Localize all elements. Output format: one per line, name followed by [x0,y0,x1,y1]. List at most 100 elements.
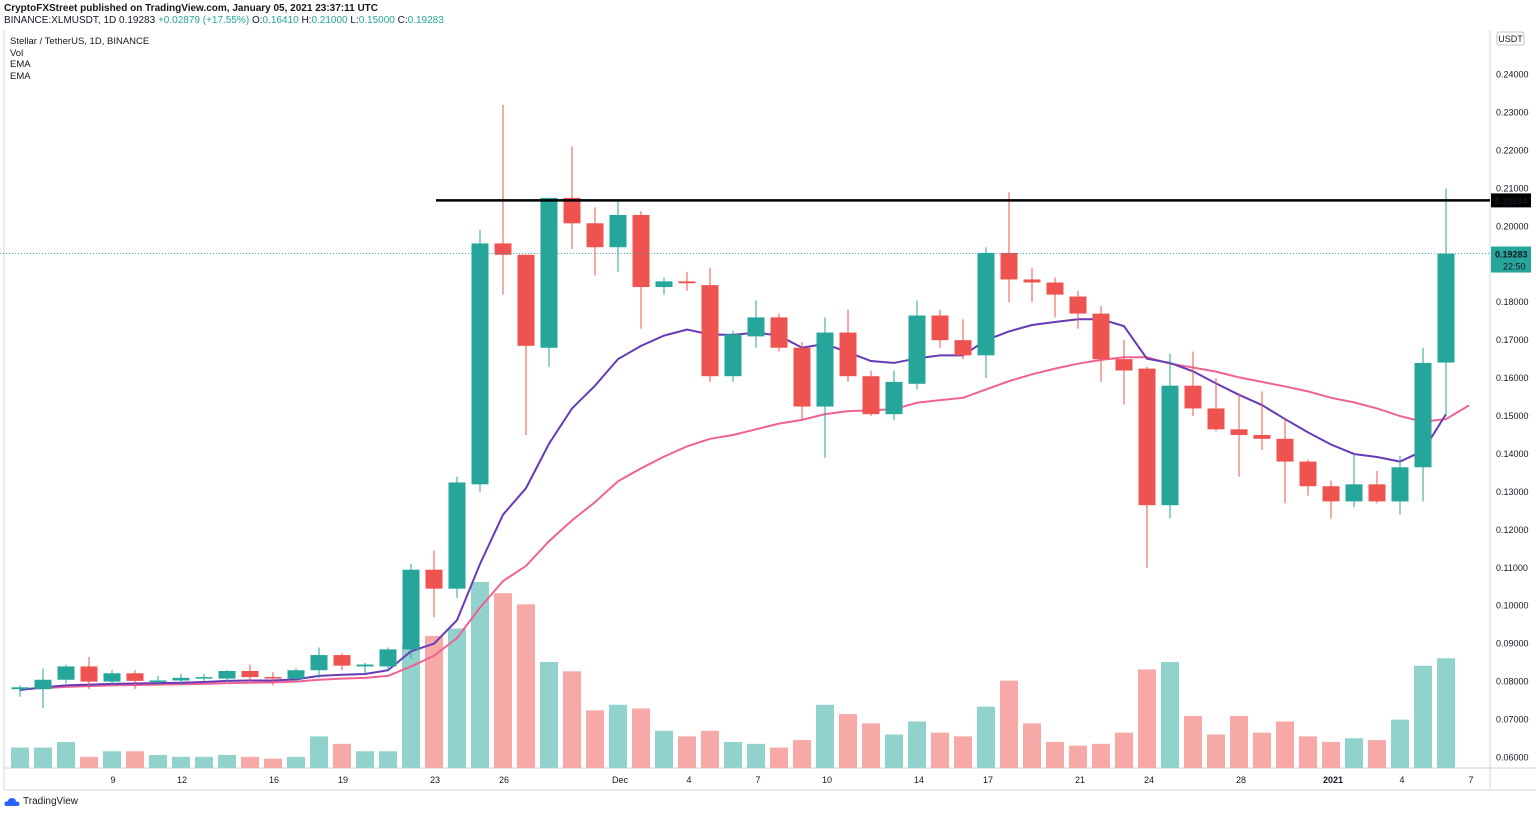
resistance-price-tag [1491,193,1531,208]
open-label: O: [251,15,263,26]
candle-body [126,673,144,681]
candle-body [402,569,420,650]
currency-badge [1496,31,1525,46]
candle-body [103,673,121,682]
resistance-price-label: 0.20684 [1495,196,1528,206]
legend-ema-fast[interactable]: EMA [10,59,31,70]
volume-bar [264,758,282,768]
volume-bar [11,747,29,768]
candle-body [678,281,696,284]
x-tick-label: 28 [1236,775,1246,785]
tradingview-logo[interactable]: TradingView [4,796,78,807]
y-tick-label: 0.24000 [1496,70,1529,80]
candle-body [356,664,374,667]
volume-bar [540,661,558,768]
tradingview-brand: TradingView [23,796,79,807]
volume-bar [1437,658,1455,768]
low-value: 0.15000 [358,15,395,26]
volume-bar [1092,743,1110,768]
volume-bar [977,706,995,768]
volume-bar [1391,719,1409,768]
volume-bar [471,582,489,768]
volume-bar [1069,745,1087,768]
volume-bar [678,736,696,768]
volume-bar [57,741,75,768]
candle-body [540,197,558,348]
volume-bar [149,754,167,768]
legend-volume[interactable]: Vol [10,47,24,59]
x-tick-label: 10 [822,775,832,785]
volume-bar [954,736,972,768]
tradingview-cloud-icon [4,797,20,806]
volume-bar [655,730,673,768]
candle-body [655,281,673,288]
last-price: 0.19283 [119,15,156,26]
legend-title[interactable]: Stellar / TetherUS, 1D, BINANCE [10,36,150,47]
legend-ema-slow[interactable]: EMA [10,70,31,82]
volume-bar [1207,734,1225,768]
candle-body [494,243,512,255]
candle-body [287,670,305,679]
publisher-text: CryptoFXStreet published on TradingView.… [4,3,379,14]
candle-body [862,376,880,415]
candle-body [609,214,627,248]
price-change: +0.02879 (+17.55%) [157,15,250,26]
candle-body [517,254,535,346]
volume-bar [34,747,52,768]
volume-bar [563,671,581,768]
x-tick-label: 26 [499,775,509,785]
y-tick-label: 0.17000 [1496,335,1529,345]
x-tick-label: 7 [755,775,760,785]
candle-body [471,243,489,485]
volume-bar [586,710,604,768]
candle-body [1368,484,1386,502]
volume-bar [816,704,834,768]
y-tick-label: 0.20000 [1496,221,1529,231]
x-tick-label: 4 [686,775,691,785]
y-tick-label: 0.12000 [1496,525,1529,535]
volume-bar [1023,723,1041,768]
close-label: C: [397,15,408,26]
candle-body [1092,313,1110,360]
time-axis[interactable]: 9 12 16 19 23 26 Dec 4 7 10 14 17 21 24 28 2021 4 7 [110,775,1473,785]
x-tick-label: 14 [914,775,924,785]
volume-bar [701,730,719,768]
candles [11,104,1455,709]
ema-slow-line [19,356,1470,691]
volume-bar [517,604,535,768]
candle-body [1161,385,1179,506]
candle-body [1276,438,1294,462]
price-axis[interactable]: 0.06000 0.07000 0.08000 0.09000 0.10000 0.110… [1496,70,1529,763]
y-tick-label: 0.16000 [1496,373,1529,383]
x-tick-label: 24 [1144,775,1154,785]
volume-bar [126,751,144,768]
volume-bar [379,751,397,768]
volume-bar [1253,732,1271,768]
candle-body [1230,429,1248,436]
volume-bar [747,743,765,768]
candle-body [1023,279,1041,283]
candle-body [931,315,949,341]
volume-bar [1000,680,1018,768]
volume-bar [310,736,328,768]
low-label: L: [350,15,359,26]
candle-body [977,252,995,356]
close-value: 0.19283 [407,15,444,26]
candle-body [1115,359,1133,371]
y-tick-label: 0.23000 [1496,108,1529,118]
volume-bar [839,714,857,768]
countdown-label: 22:50 [1503,262,1526,272]
candle-body [1437,253,1455,363]
volume-bar [80,756,98,768]
x-tick-label: 23 [430,775,440,785]
candle-body [1000,252,1018,280]
indicator-legend: Stellar / TetherUS, 1D, BINANCE Vol EMA … [10,36,149,82]
ticker: BINANCE:XLMUSDT, 1D [4,15,117,26]
candle-body [1253,435,1271,439]
y-tick-label: 0.08000 [1496,677,1529,687]
y-tick-label: 0.07000 [1496,715,1529,725]
candle-body [1138,368,1156,506]
y-tick-label: 0.22000 [1496,145,1529,155]
last-price-label: 0.19283 [1495,250,1528,260]
